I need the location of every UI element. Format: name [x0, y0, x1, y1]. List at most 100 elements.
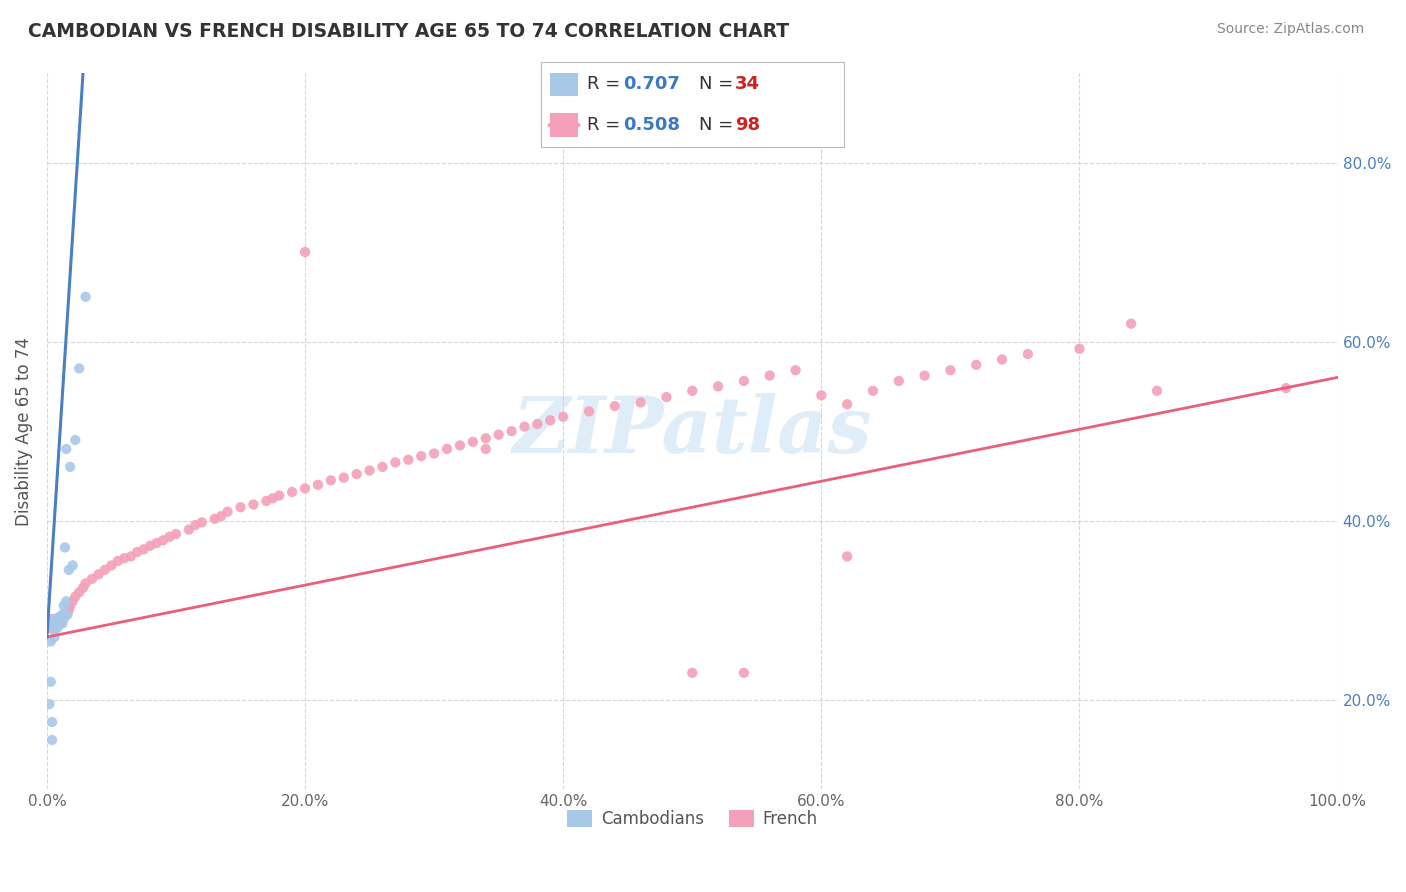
- Point: [55, 442, 77, 456]
- Point: [359, 463, 381, 477]
- Y-axis label: Disability Age 65 to 74: Disability Age 65 to 74: [15, 336, 32, 525]
- Point: [733, 665, 755, 680]
- Point: [538, 413, 561, 427]
- Point: [145, 536, 167, 550]
- Point: [62, 558, 84, 573]
- Point: [217, 505, 239, 519]
- Point: [94, 563, 117, 577]
- Point: [281, 485, 304, 500]
- Point: [44, 612, 66, 626]
- Point: [59, 599, 82, 613]
- Point: [52, 607, 75, 622]
- Point: [55, 607, 77, 622]
- Point: [49, 616, 72, 631]
- Text: CAMBODIAN VS FRENCH DISABILITY AGE 65 TO 74 CORRELATION CHART: CAMBODIAN VS FRENCH DISABILITY AGE 65 TO…: [28, 22, 789, 41]
- Point: [44, 621, 66, 635]
- Point: [56, 607, 79, 622]
- Point: [42, 616, 65, 631]
- Point: [939, 363, 962, 377]
- Point: [262, 491, 284, 506]
- Point: [332, 470, 354, 484]
- Point: [553, 409, 575, 424]
- Point: [474, 442, 496, 456]
- Point: [58, 563, 80, 577]
- Text: 0.707: 0.707: [623, 76, 681, 94]
- Point: [1119, 317, 1142, 331]
- Point: [488, 427, 510, 442]
- Point: [837, 397, 859, 411]
- Point: [39, 674, 62, 689]
- Point: [39, 612, 62, 626]
- Text: N =: N =: [699, 76, 738, 94]
- Point: [294, 482, 316, 496]
- Point: [46, 621, 69, 635]
- Point: [49, 612, 72, 626]
- Text: Source: ZipAtlas.com: Source: ZipAtlas.com: [1216, 22, 1364, 37]
- Point: [346, 467, 368, 481]
- Point: [152, 533, 174, 548]
- Point: [229, 500, 252, 515]
- Point: [474, 431, 496, 445]
- Point: [371, 459, 394, 474]
- Point: [48, 614, 70, 628]
- Point: [396, 452, 419, 467]
- Point: [39, 634, 62, 648]
- Point: [785, 363, 807, 377]
- Point: [41, 733, 63, 747]
- Point: [423, 446, 446, 460]
- Point: [887, 374, 910, 388]
- Point: [209, 509, 232, 524]
- Point: [159, 530, 181, 544]
- Point: [41, 714, 63, 729]
- Point: [49, 612, 72, 626]
- Point: [38, 621, 60, 635]
- Point: [80, 572, 103, 586]
- Point: [191, 516, 214, 530]
- Point: [49, 610, 72, 624]
- Point: [51, 616, 73, 631]
- Point: [42, 621, 65, 635]
- Point: [52, 612, 75, 626]
- Point: [461, 434, 484, 449]
- Point: [46, 612, 69, 626]
- Point: [1017, 347, 1039, 361]
- Point: [49, 612, 72, 626]
- Point: [578, 404, 600, 418]
- Point: [87, 567, 110, 582]
- Point: [45, 612, 67, 626]
- Point: [707, 379, 730, 393]
- Circle shape: [547, 120, 581, 130]
- Point: [49, 616, 72, 631]
- Point: [48, 612, 70, 626]
- Point: [44, 616, 66, 631]
- Point: [41, 612, 63, 626]
- Point: [42, 616, 65, 631]
- Point: [59, 459, 82, 474]
- Point: [177, 523, 200, 537]
- Point: [45, 616, 67, 631]
- Point: [58, 603, 80, 617]
- Point: [42, 612, 65, 626]
- Point: [319, 473, 342, 487]
- Point: [1069, 342, 1091, 356]
- Point: [46, 616, 69, 631]
- Point: [55, 594, 77, 608]
- Point: [48, 610, 70, 624]
- Point: [139, 539, 162, 553]
- Point: [45, 612, 67, 626]
- Point: [294, 245, 316, 260]
- Point: [45, 616, 67, 631]
- Legend: Cambodians, French: Cambodians, French: [561, 803, 824, 835]
- Point: [991, 352, 1014, 367]
- Point: [67, 361, 90, 376]
- Point: [42, 616, 65, 631]
- Point: [204, 512, 226, 526]
- Point: [132, 542, 155, 557]
- Point: [269, 489, 291, 503]
- Point: [254, 494, 277, 508]
- Point: [733, 374, 755, 388]
- Point: [501, 424, 523, 438]
- Point: [51, 610, 73, 624]
- Point: [75, 576, 97, 591]
- Point: [112, 551, 135, 566]
